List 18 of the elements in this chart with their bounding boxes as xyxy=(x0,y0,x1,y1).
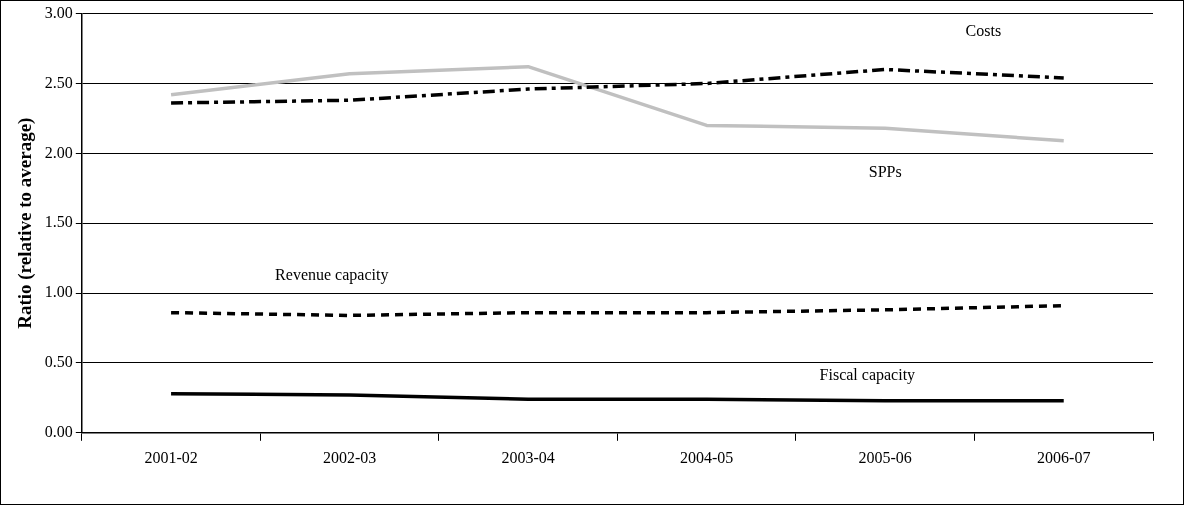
y-tick-label: 1.50 xyxy=(44,213,73,231)
x-tick-label: 2002-03 xyxy=(322,448,377,466)
y-axis-title: Ratio (relative to average) xyxy=(14,117,37,329)
x-tick-label: 2004-05 xyxy=(680,448,734,466)
x-tick-label: 2006-07 xyxy=(1037,448,1091,466)
text: SPPs xyxy=(868,163,902,181)
series-label: Revenue capacity xyxy=(275,266,389,285)
y-tick-label: 1.00 xyxy=(44,283,73,301)
y-tick-label: 0.50 xyxy=(44,353,73,371)
series-label: Fiscal capacity xyxy=(819,365,916,384)
y-tick-label: 2.00 xyxy=(44,143,73,161)
x-tick-label: 2005-06 xyxy=(858,448,912,466)
x-tick-label: 2003-04 xyxy=(501,448,555,466)
y-tick-label: 0.00 xyxy=(44,423,73,440)
y-tick-label: 2.50 xyxy=(44,73,73,91)
y-tick-label: 3.00 xyxy=(44,3,73,21)
x-tick-label: 2001-02 xyxy=(144,448,198,466)
text: Costs xyxy=(965,22,1002,40)
